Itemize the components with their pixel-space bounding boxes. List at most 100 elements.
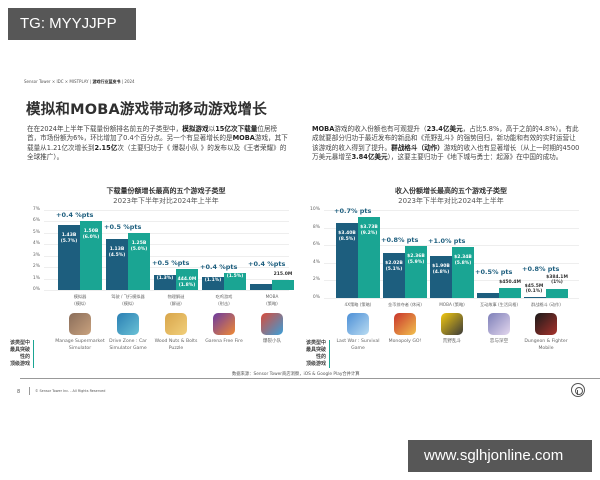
- chart-subtitle: 2023年下半年对比2024年上半年: [113, 197, 219, 205]
- footer-separator: [29, 387, 30, 395]
- game-icon[interactable]: [441, 313, 463, 335]
- gridline: [324, 210, 579, 211]
- bar-2024h1: [499, 288, 521, 298]
- gridline: [44, 255, 289, 257]
- highlight-text: 3.84亿美元: [351, 152, 388, 161]
- side-label-right: 该类型中 最具突破性的 顶级游戏: [302, 340, 330, 368]
- game-icon[interactable]: [213, 313, 235, 335]
- bar-2023h2: $1.90B (4.8%): [430, 255, 452, 298]
- body-text: 游戏的收入也有显著增长（从上一时期的4500万美元暴增至: [312, 143, 580, 161]
- bar-2024h1: $2.36B (5.9%): [405, 246, 427, 298]
- highlight-text: 23.4亿美元: [426, 125, 463, 133]
- page-title: 模拟和MOBA游戏带动移动游戏增长: [26, 102, 267, 118]
- category-label: MOBA (策略): [439, 302, 465, 307]
- delta-label: +0.4 %pts: [200, 262, 238, 271]
- copyright: © Sensor Tower Inc. - All Rights Reserve…: [35, 389, 106, 393]
- body-text: 次（主要归功于《 爆裂小队 》的发布以及《王者荣耀》的全球推广）。: [27, 143, 287, 161]
- value-label: 215.0M: [273, 271, 293, 277]
- category-label: 互动故事 (生活风格): [479, 302, 519, 307]
- game-icon[interactable]: [261, 313, 283, 335]
- bar-2024h1: 1.50B (6.0%): [80, 221, 102, 290]
- delta-label: +0.5% pts: [475, 268, 513, 277]
- game-icon[interactable]: [69, 313, 91, 335]
- y-axis-tick: 4%: [312, 259, 320, 265]
- category-label: 金币掠夺者 (休闲): [388, 302, 422, 307]
- gridline: [44, 232, 289, 234]
- game-name: Monopoly GO!: [388, 339, 422, 344]
- watermark-bottom: www.sglhjonline.com: [408, 440, 592, 472]
- bar-2024h1: 1.25B (5.0%): [128, 232, 150, 290]
- body-text: 游戏，其下载量从1.21亿次增长到: [27, 134, 288, 152]
- bar-2023h2: [524, 297, 546, 299]
- y-axis-tick: 6%: [32, 218, 40, 224]
- delta-label: +0.4 %pts: [248, 259, 286, 268]
- delta-label: +0.5 %pts: [104, 222, 142, 231]
- delta-label: +0.5 %pts: [152, 259, 190, 268]
- game-name: Garena Free Fire: [205, 339, 243, 344]
- category-label: 模拟器 (模拟): [73, 294, 87, 306]
- game-name: Last War : Survival Game: [336, 339, 380, 351]
- game-icon[interactable]: [117, 313, 139, 335]
- bar-2023h2: (1.1%): [202, 277, 224, 290]
- game-icon[interactable]: [394, 313, 416, 335]
- gridline: [44, 267, 289, 269]
- body-text: ，占比5.8%，高于之前的4.8%）。有此成就要部分归功于最近发布的新品和《荒野…: [312, 125, 579, 152]
- highlight-text: 群战格斗（动作）: [391, 143, 444, 152]
- game-name: Dungeon & Fighter Mobile: [524, 339, 568, 351]
- game-icon[interactable]: [347, 313, 369, 335]
- bar-2024h1: (1.5%): [224, 272, 246, 290]
- game-name: 荒野乱斗: [442, 339, 462, 344]
- game-icon[interactable]: [535, 313, 557, 335]
- y-axis-tick: 4%: [32, 241, 40, 247]
- sensor-tower-logo-icon: [571, 383, 585, 397]
- gridline: [44, 244, 289, 246]
- body-text: ），这要主要归功于《地下城与勇士：起源》在中国的成功。: [387, 152, 563, 161]
- y-axis-tick: 7%: [32, 207, 40, 212]
- value-label: $45.5M (0.1%): [524, 284, 544, 294]
- highlight-text: MOBA: [312, 125, 335, 133]
- y-axis-tick: 10%: [309, 207, 320, 212]
- game-name: Manage Supermarket Simulator: [55, 339, 105, 351]
- body-text: 游戏的收入份额也有可观提升（: [334, 125, 427, 133]
- gridline: [324, 227, 579, 229]
- category-label: 物理解谜 (解谜): [167, 294, 185, 306]
- category-label: 4X策略 (策略): [344, 302, 372, 307]
- bar-2023h2: $3.40B (8.5%): [336, 223, 358, 298]
- report-header: Sensor Tower × IDC × MISTPLAY | 游戏行业蓝皮书 …: [24, 79, 135, 84]
- body-text: 在在2024年上半年下载量份额排名前五的子类型中，: [27, 125, 183, 133]
- delta-label: +1.0% pts: [428, 236, 466, 245]
- bar-2023h2: 1.43B (5.7%): [58, 224, 80, 290]
- bar-2023h2: [477, 292, 499, 298]
- category-label: 吃鸡游戏 (射击): [215, 294, 233, 306]
- side-label-left: 该类型中 最具突破性的 顶级游戏: [6, 340, 34, 368]
- game-icon[interactable]: [165, 313, 187, 335]
- bar-2023h2: 1.13B (4.5%): [106, 238, 128, 290]
- paragraph-left: 在在2024年上半年下载量份额排名前五的子类型中，模拟游戏以15亿次下载量位居榜…: [27, 125, 289, 162]
- gridline: [324, 245, 579, 247]
- delta-label: +0.8% pts: [381, 236, 419, 245]
- y-axis-tick: 1%: [32, 275, 40, 281]
- delta-label: +0.8% pts: [522, 265, 560, 274]
- bar-2024h1: $3.73B (9.2%): [358, 217, 380, 298]
- highlight-text: 15亿次下载量: [215, 125, 258, 133]
- bar-2024h1: 444.0M (1.8%): [176, 269, 198, 290]
- delta-label: +0.7% pts: [334, 207, 372, 216]
- download-share-chart: 下载量份额增长最高的五个游戏子类型 2023年下半年对比2024年上半年 7% 6…: [26, 180, 296, 351]
- gridline: [44, 290, 289, 291]
- bar-2024h1: [546, 289, 568, 298]
- chart-subtitle: 2023年下半年对比2024年上半年: [398, 197, 504, 205]
- value-label: $384.1M (1%): [546, 275, 568, 286]
- y-axis-tick: 2%: [32, 264, 40, 270]
- bar-2023h2: [250, 284, 272, 290]
- y-axis-tick: 6%: [312, 242, 320, 248]
- body-text: 以: [208, 125, 216, 133]
- delta-label: +0.4 %pts: [56, 211, 94, 220]
- gridline: [324, 298, 579, 299]
- bar-2023h2: $2.02B (5.1%): [383, 253, 405, 298]
- game-icon[interactable]: [488, 313, 510, 335]
- y-axis-tick: 0%: [312, 295, 320, 300]
- y-axis-tick: 8%: [312, 224, 320, 230]
- value-label: $450.4M: [499, 280, 521, 286]
- highlight-text: 2.15亿: [94, 143, 118, 152]
- highlight-text: 模拟游戏: [182, 125, 209, 133]
